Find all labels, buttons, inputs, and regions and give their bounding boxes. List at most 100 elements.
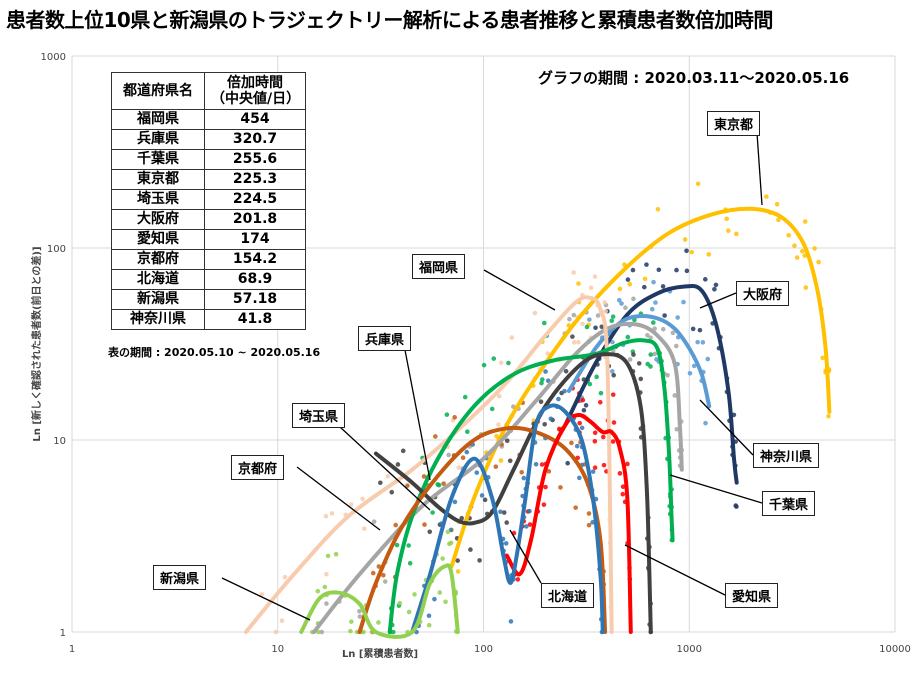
table-header-doubling: 倍加時間 （中央値/日） (204, 72, 306, 110)
scatter-point (493, 464, 499, 469)
scatter-point (610, 339, 615, 345)
scatter-point (577, 475, 582, 481)
scatter-point (580, 397, 586, 403)
doubling-time-table: 都道府県名 倍加時間 （中央値/日） 福岡県 454 兵庫県 320.7 千葉県 255.6… (111, 72, 306, 330)
scatter-point (802, 219, 808, 224)
scatter-point (348, 502, 354, 507)
scatter-point (376, 564, 382, 569)
scatter-point (452, 499, 458, 505)
scatter-point (665, 372, 670, 378)
scatter-point (620, 484, 626, 490)
x-tick-label: 1000 (677, 644, 702, 655)
table-cell-doubling-time: 201.8 (204, 209, 306, 230)
scatter-point (681, 299, 686, 305)
series-line-東京都 (449, 206, 832, 569)
scatter-point (617, 286, 623, 292)
series-line-新潟県 (299, 563, 460, 639)
scatter-point (406, 609, 412, 615)
scatter-point (322, 584, 328, 590)
scatter-point (357, 608, 362, 614)
scatter-point (682, 237, 688, 242)
leader-line (509, 529, 542, 584)
scatter-point (465, 429, 470, 434)
scatter-point (378, 480, 383, 486)
scatter-point (498, 458, 504, 463)
scatter-point (576, 281, 581, 286)
scatter-point (670, 330, 676, 336)
series-line-神奈川県 (566, 314, 712, 409)
table-cell-doubling-time: 174 (204, 229, 306, 250)
leader-line (699, 399, 754, 456)
scatter-point (776, 217, 781, 223)
scatter-point (556, 396, 561, 402)
scatter-point (645, 361, 651, 367)
scatter-point (590, 469, 596, 474)
scatter-point (543, 484, 548, 490)
scatter-point (774, 201, 780, 207)
table-cell-doubling-time: 255.6 (204, 149, 306, 170)
scatter-point (603, 308, 609, 314)
scatter-point (713, 282, 719, 288)
table-cell-prefecture: 大阪府 (111, 209, 205, 230)
scatter-point (595, 313, 601, 318)
table-cell-doubling-time: 41.8 (204, 309, 306, 330)
scatter-point (445, 529, 451, 535)
scatter-point (672, 393, 678, 398)
scatter-point (734, 231, 739, 237)
scatter-point (440, 556, 445, 561)
scatter-point (441, 481, 446, 486)
scatter-point (479, 493, 485, 498)
scatter-point (571, 270, 577, 275)
scatter-point (507, 458, 513, 464)
scatter-point (820, 355, 825, 361)
scatter-point (627, 281, 633, 287)
scatter-point (545, 351, 551, 356)
leader-line (624, 544, 726, 596)
scatter-point (426, 622, 432, 628)
scatter-point (764, 194, 769, 199)
table-cell-doubling-time: 454 (204, 109, 306, 130)
scatter-point (456, 465, 462, 470)
scatter-point (630, 267, 636, 273)
scatter-point (498, 360, 504, 366)
table-cell-prefecture: 福岡県 (111, 109, 205, 130)
scatter-point (570, 334, 575, 339)
scatter-point (684, 248, 689, 254)
scatter-point (349, 619, 354, 624)
scatter-point (703, 420, 708, 426)
scatter-point (542, 422, 547, 427)
scatter-point (602, 300, 607, 305)
scatter-point (541, 320, 547, 326)
table-cell-prefecture: 千葉県 (111, 149, 205, 170)
scatter-point (620, 491, 626, 497)
scatter-point (333, 551, 339, 557)
series-label: 福岡県 (412, 254, 466, 279)
scatter-point (527, 522, 533, 527)
scatter-point (724, 216, 730, 222)
scatter-point (579, 425, 585, 431)
table-row: 京都府 154.2 (111, 249, 306, 270)
scatter-point (593, 325, 598, 331)
table-cell-prefecture: 神奈川県 (111, 309, 205, 330)
scatter-point (436, 482, 442, 488)
scatter-point (412, 592, 417, 597)
scatter-point (504, 438, 510, 443)
scatter-point (452, 415, 457, 420)
scatter-point (623, 305, 628, 310)
scatter-point (541, 502, 547, 507)
scatter-point (494, 433, 499, 439)
scatter-point (577, 420, 582, 426)
scatter-point (521, 475, 527, 481)
scatter-point (533, 461, 539, 467)
scatter-point (611, 372, 617, 378)
scatter-point (592, 430, 598, 436)
scatter-point (421, 474, 427, 479)
scatter-point (695, 181, 701, 187)
scatter-point (574, 443, 580, 449)
table-cell-prefecture: 埼玉県 (111, 189, 205, 210)
scatter-point (627, 357, 633, 362)
x-axis-label: Ln [累積患者数] (342, 647, 418, 660)
y-tick-label: 100 (47, 244, 66, 255)
table-cell-doubling-time: 68.9 (204, 269, 306, 290)
series-label: 東京都 (707, 111, 761, 136)
